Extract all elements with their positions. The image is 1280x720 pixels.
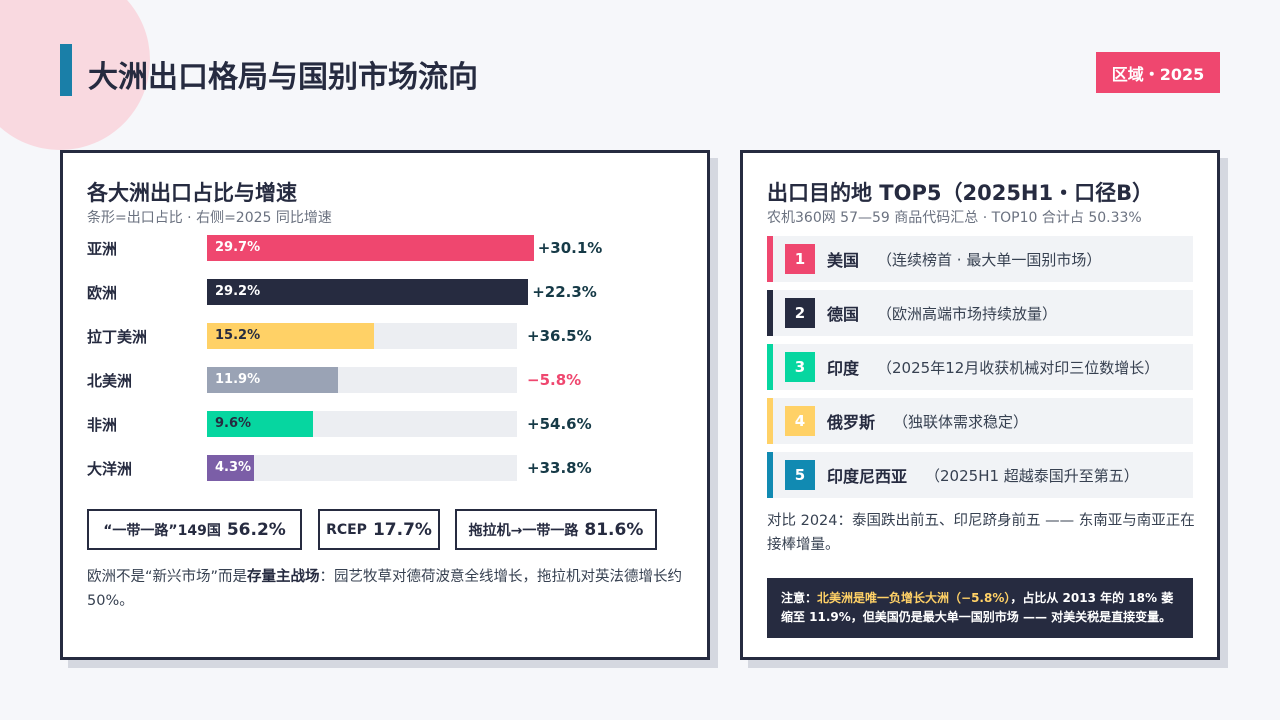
page-title: 大洲出口格局与国别市场流向: [88, 60, 478, 95]
rank-badge: 3: [785, 352, 815, 382]
category-label: 拉丁美洲: [87, 328, 148, 346]
rank-badge: 2: [785, 298, 815, 328]
rank-accent: [767, 452, 773, 498]
stat-box: 拖拉机→一带一路 81.6%: [455, 509, 657, 550]
bar: [207, 235, 534, 261]
category-label: 北美洲: [87, 372, 133, 390]
value-label: 15.2%: [215, 328, 261, 343]
category-label: 亚洲: [87, 240, 118, 258]
value-label: 11.9%: [215, 372, 261, 387]
notice-rest: ，占比从 2013 年的 18% 萎缩至 11.9%，但美国仍是最大单一国别市场…: [781, 591, 1174, 624]
rank-desc: （连续榜首 · 最大单一国别市场）: [877, 250, 1102, 269]
value-label: 4.3%: [215, 460, 252, 475]
compare-text: 对比 2024：泰国跌出前五、印尼跻身前五 —— 东南亚与南亚正在接棒增量。: [767, 513, 1195, 553]
stat-value: 17.7%: [372, 519, 432, 540]
category-label: 欧洲: [87, 284, 118, 302]
rank-item: 5 印度尼西亚 （2025H1 超越泰国升至第五）: [767, 452, 1193, 498]
bar: [207, 455, 255, 481]
growth-label: +54.6%: [527, 415, 592, 433]
notice-box: 注意：北美洲是唯一负增长大洲（−5.8%），占比从 2013 年的 18% 萎缩…: [767, 578, 1193, 638]
rank-item: 1 美国 （连续榜首 · 最大单一国别市场）: [767, 236, 1193, 282]
bar: [207, 367, 338, 393]
stat-value: 56.2%: [226, 519, 286, 540]
stat-box: RCEP 17.7%: [318, 509, 440, 550]
rank-badge: 4: [785, 406, 815, 436]
rank-accent: [767, 398, 773, 444]
stat-label: “一带一路”149国: [103, 522, 221, 539]
rank-item: 3 印度 （2025年12月收获机械对印三位数增长）: [767, 344, 1193, 390]
rank-name: 德国: [827, 305, 860, 324]
rank-name: 美国: [827, 251, 860, 270]
note-text: 欧洲不是“新兴市场”而是: [87, 569, 248, 585]
stat-label: RCEP: [326, 521, 367, 538]
category-label: 非洲: [87, 416, 118, 434]
value-label: 29.7%: [215, 240, 261, 255]
value-label: 9.6%: [215, 416, 252, 431]
bar: [207, 323, 375, 349]
category-label: 大洋洲: [87, 460, 133, 478]
growth-label: +36.5%: [527, 327, 592, 345]
notice-highlight: 北美洲是唯一负增长大洲（−5.8%）: [817, 591, 1011, 605]
rank-accent: [767, 290, 773, 336]
growth-label: +22.3%: [532, 283, 597, 301]
rank-badge: 1: [785, 244, 815, 274]
rank-name: 印度尼西亚: [827, 467, 908, 486]
rank-desc: （2025H1 超越泰国升至第五）: [925, 466, 1139, 485]
growth-label: +30.1%: [537, 239, 603, 257]
growth-label: −5.8%: [527, 371, 582, 389]
badge: 区域・2025: [1096, 52, 1220, 93]
note-text: ：园艺牧草对德荷波意全线增长，拖拉机对英法德增长约 50%。: [87, 569, 683, 609]
right-subtitle: 农机360网 57—59 商品代码汇总 · TOP10 合计占 50.33%: [767, 210, 1142, 226]
chart-title: 各大洲出口占比与增速: [87, 181, 297, 205]
rank-item: 2 德国 （欧洲高端市场持续放量）: [767, 290, 1193, 336]
rank-name: 俄罗斯: [827, 413, 876, 432]
left-panel: 各大洲出口占比与增速 条形=出口占比 · 右侧=2025 同比增速 欧洲不是“新…: [60, 150, 710, 660]
right-panel: 出口目的地 TOP5（2025H1・口径B） 农机360网 57—59 商品代码…: [740, 150, 1220, 660]
rank-desc: （2025年12月收获机械对印三位数增长）: [877, 358, 1160, 377]
rank-badge: 5: [785, 460, 815, 490]
note-bold: 存量主战场: [247, 569, 320, 585]
rank-desc: （独联体需求稳定）: [893, 412, 1029, 431]
rank-name: 印度: [827, 359, 860, 378]
value-label: 29.2%: [215, 284, 261, 299]
stat-value: 81.6%: [584, 519, 644, 540]
rank-desc: （欧洲高端市场持续放量）: [877, 304, 1058, 323]
bar: [207, 411, 313, 437]
growth-label: +33.8%: [527, 459, 592, 477]
rank-item: 4 俄罗斯 （独联体需求稳定）: [767, 398, 1193, 444]
bar-track: [207, 455, 517, 481]
title-accent: [60, 44, 72, 96]
right-title: 出口目的地 TOP5（2025H1・口径B）: [767, 181, 1154, 205]
rank-accent: [767, 344, 773, 390]
left-note: 欧洲不是“新兴市场”而是存量主战场：园艺牧草对德荷波意全线增长，拖拉机对英法德增…: [87, 565, 687, 613]
stat-box: “一带一路”149国 56.2%: [87, 509, 302, 550]
chart-subtitle: 条形=出口占比 · 右侧=2025 同比增速: [87, 210, 332, 226]
stat-label: 拖拉机→一带一路: [468, 522, 579, 539]
notice-lead: 注意：: [781, 591, 818, 605]
rank-accent: [767, 236, 773, 282]
bar: [207, 279, 529, 305]
